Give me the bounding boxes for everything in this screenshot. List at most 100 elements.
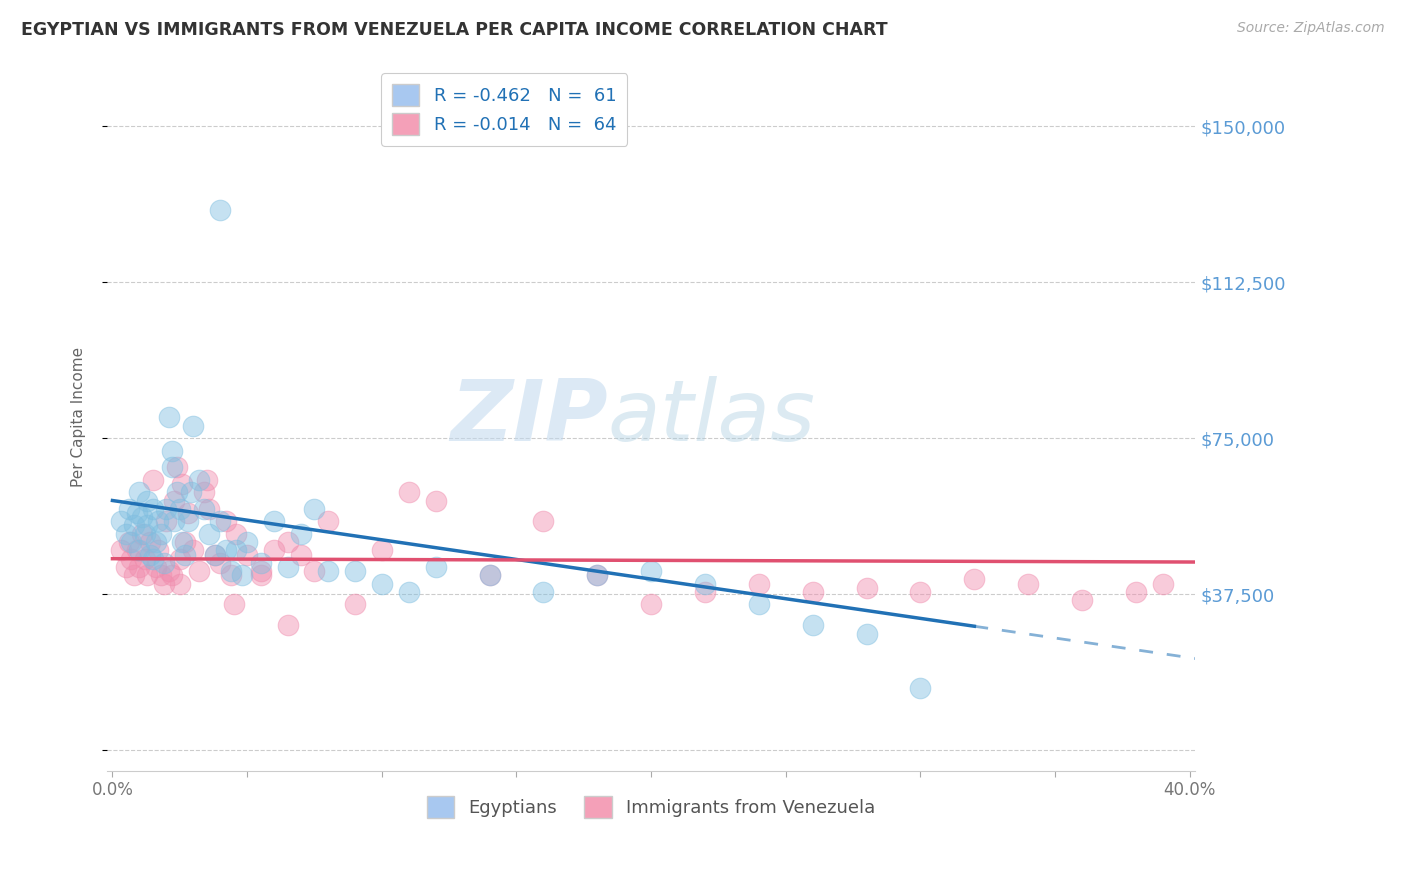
Point <box>169 501 191 516</box>
Point <box>174 535 197 549</box>
Point <box>204 548 226 562</box>
Point <box>122 568 145 582</box>
Point <box>117 535 139 549</box>
Point <box>693 585 716 599</box>
Point <box>222 598 245 612</box>
Point <box>166 460 188 475</box>
Point <box>193 485 215 500</box>
Point <box>163 514 186 528</box>
Point <box>1071 593 1094 607</box>
Point <box>531 514 554 528</box>
Point <box>128 560 150 574</box>
Point <box>163 493 186 508</box>
Point <box>910 681 932 695</box>
Point <box>115 560 138 574</box>
Point <box>231 568 253 582</box>
Legend: Egyptians, Immigrants from Venezuela: Egyptians, Immigrants from Venezuela <box>420 789 883 825</box>
Point <box>249 564 271 578</box>
Point <box>425 560 447 574</box>
Point <box>155 514 177 528</box>
Point <box>801 585 824 599</box>
Point <box>304 501 326 516</box>
Point <box>236 535 259 549</box>
Point <box>117 501 139 516</box>
Point <box>149 526 172 541</box>
Point <box>187 473 209 487</box>
Point <box>187 564 209 578</box>
Point <box>166 485 188 500</box>
Point <box>131 526 153 541</box>
Point <box>110 543 132 558</box>
Point <box>236 548 259 562</box>
Point <box>219 568 242 582</box>
Point <box>139 535 162 549</box>
Point <box>209 202 232 217</box>
Point <box>142 551 165 566</box>
Point <box>209 556 232 570</box>
Point <box>425 493 447 508</box>
Point <box>214 543 236 558</box>
Point <box>316 514 339 528</box>
Point <box>152 576 174 591</box>
Point <box>139 548 162 562</box>
Point <box>134 526 156 541</box>
Point <box>157 410 180 425</box>
Point <box>249 568 271 582</box>
Point <box>531 585 554 599</box>
Point <box>343 564 366 578</box>
Point <box>152 556 174 570</box>
Point <box>343 598 366 612</box>
Point <box>225 543 247 558</box>
Point <box>125 543 148 558</box>
Point <box>160 460 183 475</box>
Point <box>910 585 932 599</box>
Point <box>290 548 312 562</box>
Point <box>177 514 200 528</box>
Point <box>180 485 202 500</box>
Point <box>748 576 770 591</box>
Point <box>136 568 159 582</box>
Point <box>120 551 142 566</box>
Point <box>304 564 326 578</box>
Point <box>149 568 172 582</box>
Point <box>1152 576 1174 591</box>
Point <box>110 514 132 528</box>
Point <box>316 564 339 578</box>
Point <box>181 418 204 433</box>
Point <box>1125 585 1147 599</box>
Text: EGYPTIAN VS IMMIGRANTS FROM VENEZUELA PER CAPITA INCOME CORRELATION CHART: EGYPTIAN VS IMMIGRANTS FROM VENEZUELA PE… <box>21 21 887 38</box>
Point <box>198 526 221 541</box>
Point <box>169 551 191 566</box>
Point <box>160 568 183 582</box>
Point <box>963 573 986 587</box>
Point <box>125 506 148 520</box>
Point <box>155 501 177 516</box>
Point <box>371 576 394 591</box>
Point <box>145 560 167 574</box>
Point <box>640 564 662 578</box>
Point <box>136 518 159 533</box>
Point <box>204 548 226 562</box>
Point <box>209 514 232 528</box>
Point <box>225 526 247 541</box>
Point <box>120 535 142 549</box>
Point <box>586 568 609 582</box>
Point <box>277 560 299 574</box>
Point <box>195 473 218 487</box>
Point <box>148 514 170 528</box>
Y-axis label: Per Capita Income: Per Capita Income <box>72 347 86 487</box>
Point <box>855 626 877 640</box>
Point <box>249 556 271 570</box>
Point <box>263 543 285 558</box>
Point <box>801 618 824 632</box>
Point <box>398 585 420 599</box>
Point <box>142 501 165 516</box>
Point <box>145 535 167 549</box>
Point <box>214 514 236 528</box>
Point <box>198 501 221 516</box>
Point <box>115 526 138 541</box>
Point <box>193 501 215 516</box>
Point <box>693 576 716 591</box>
Point <box>277 535 299 549</box>
Point <box>478 568 501 582</box>
